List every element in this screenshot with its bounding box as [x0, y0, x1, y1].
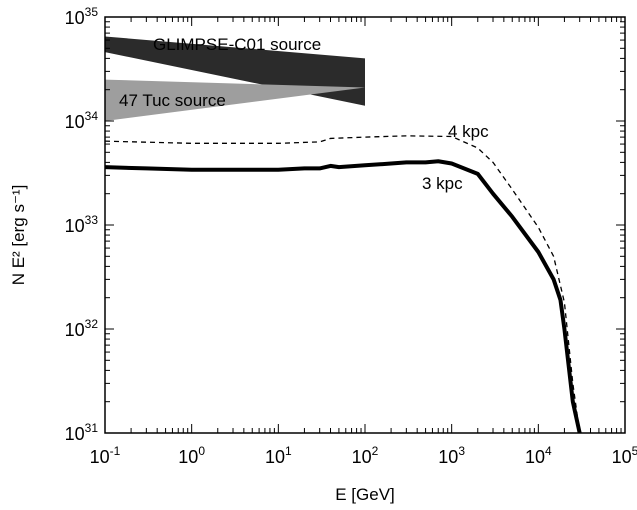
x-tick-label: 10-1	[90, 444, 121, 467]
y-tick-label: 1031	[65, 421, 99, 444]
series-line-0	[105, 159, 582, 433]
source-bands	[105, 36, 365, 121]
x-tick-label: 101	[265, 444, 292, 467]
x-tick-labels: 10-1 100 101 102 103 104 105	[90, 444, 637, 467]
x-tick-label: 105	[612, 444, 637, 467]
x-axis-label: E [GeV]	[335, 485, 395, 504]
x-tick-label: 102	[352, 444, 379, 467]
x-tick-label: 103	[438, 444, 465, 467]
axis-ticks	[104, 17, 625, 434]
y-tick-label: 1032	[65, 317, 99, 340]
y-tick-labels: 1031 1032 1033 1034 1035	[65, 5, 99, 444]
y-tick-label: 1034	[65, 109, 99, 132]
annotation-3kpc: 3 kpc	[422, 174, 463, 193]
annotation-glimpse: GLIMPSE-C01 source	[153, 35, 321, 54]
spectrum-lines	[105, 135, 582, 433]
y-tick-label: 1033	[65, 213, 99, 236]
annotation-47tuc: 47 Tuc source	[119, 91, 226, 110]
x-tick-label: 100	[178, 444, 205, 467]
annotation-4kpc: 4 kpc	[448, 122, 489, 141]
band-1	[105, 79, 365, 121]
x-tick-label: 104	[525, 444, 552, 467]
y-tick-label: 1035	[65, 5, 99, 28]
y-axis-label: N E² [erg s⁻¹]	[9, 185, 28, 286]
series-line-1	[105, 135, 581, 433]
